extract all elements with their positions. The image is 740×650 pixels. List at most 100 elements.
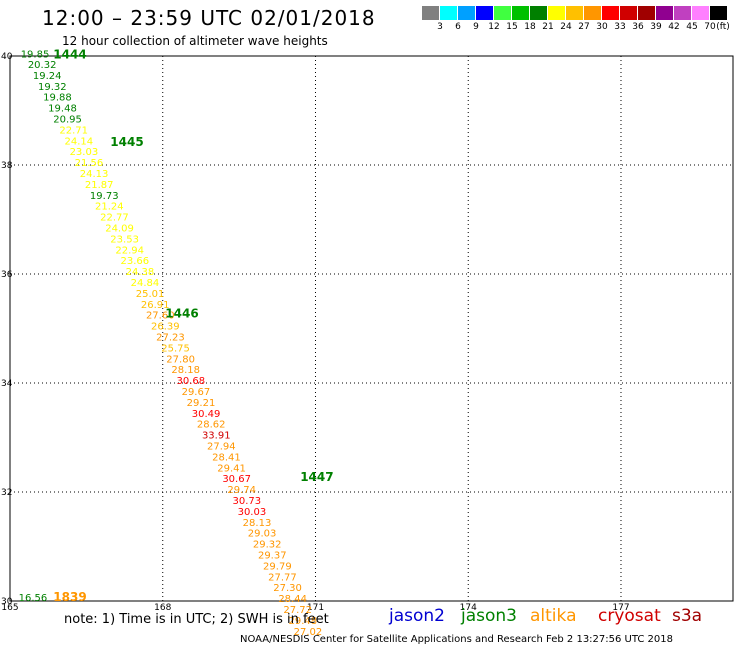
swh-point-label: 28.41	[212, 452, 241, 463]
swh-point-label: 30.73	[233, 496, 262, 507]
swh-point-label: 27.94	[207, 441, 236, 452]
swh-point-label: 29.03	[248, 529, 277, 540]
swh-point-label: 22.71	[59, 125, 88, 136]
lat-tick-label: 40	[1, 52, 13, 62]
legend-swatch	[512, 6, 529, 20]
units-note: note: 1) Time is in UTC; 2) SWH is in fe…	[64, 612, 329, 627]
swh-point-label: 24.38	[126, 267, 155, 278]
swh-point-label: 21.87	[85, 180, 114, 191]
swh-point-label: 21.56	[75, 158, 104, 169]
swh-point-label: 19.85	[21, 50, 50, 61]
swh-point-label: 29.48	[289, 616, 318, 627]
legend-swatch	[692, 6, 709, 20]
legend-swatch	[602, 6, 619, 20]
swh-point-label: 25.75	[161, 343, 190, 354]
swh-point-label: 25.01	[136, 289, 165, 300]
swh-point-label: 27.77	[268, 572, 297, 583]
swh-point-label: 27.23	[156, 332, 185, 343]
swh-point-label: 30.67	[222, 474, 251, 485]
satellite-name: cryosat	[598, 606, 661, 626]
swh-point-label: 23.03	[70, 147, 99, 158]
swh-point-label: 27.72	[283, 605, 312, 616]
swh-point-label: 29.41	[217, 463, 246, 474]
legend-label: 18	[524, 22, 536, 32]
swh-point-label: 16.56	[19, 593, 48, 604]
legend-swatch	[638, 6, 655, 20]
legend-label: 24	[560, 22, 572, 32]
swh-point-label: 26.91	[141, 300, 170, 311]
swh-point-label: 20.95	[53, 114, 82, 125]
legend-swatch	[458, 6, 475, 20]
legend-swatch	[656, 6, 673, 20]
time-label: 1444	[53, 48, 86, 62]
legend-label: 12	[488, 22, 500, 32]
lon-tick-label: 177	[612, 603, 629, 613]
legend-label: 27	[578, 22, 590, 32]
swh-point-label: 29.67	[182, 387, 211, 398]
swh-point-label: 28.13	[243, 518, 272, 529]
swh-point-label: 33.91	[202, 431, 231, 442]
legend-swatch	[422, 6, 439, 20]
swh-point-label: 27.02	[294, 627, 323, 638]
swh-point-label: 19.24	[33, 71, 62, 82]
legend-label: 33	[614, 22, 626, 32]
swh-point-label: 30.03	[238, 507, 267, 518]
legend-swatch	[548, 6, 565, 20]
legend-label: 9	[473, 22, 479, 32]
map-title: 12:00 – 23:59 UTC 02/01/2018	[42, 6, 376, 30]
swh-point-label: 28.18	[171, 365, 200, 376]
lat-tick-label: 30	[1, 597, 13, 607]
swh-point-label: 30.68	[176, 376, 205, 387]
swh-point-label: 19.73	[90, 191, 119, 202]
legend-swatch	[530, 6, 547, 20]
lon-tick-label: 165	[1, 603, 18, 613]
swh-point-label: 19.88	[43, 93, 72, 104]
swh-point-label: 29.21	[187, 398, 216, 409]
swh-point-label: 23.53	[110, 234, 139, 245]
time-label: 1445	[110, 135, 143, 149]
swh-point-label: 28.62	[197, 420, 226, 431]
swh-point-label: 19.32	[38, 82, 67, 93]
lat-tick-label: 38	[1, 161, 13, 171]
swh-point-label: 24.14	[64, 136, 93, 147]
legend-swatch	[440, 6, 457, 20]
swh-point-label: 29.37	[258, 550, 287, 561]
lat-tick-label: 34	[1, 379, 13, 389]
swh-point-label: 22.77	[100, 213, 129, 224]
swh-point-label: 28.44	[278, 594, 307, 605]
legend-label: 21	[542, 22, 554, 32]
lon-tick-label: 174	[460, 603, 477, 613]
legend-swatch	[476, 6, 493, 20]
lon-tick-label: 168	[154, 603, 171, 613]
time-label: 1839	[53, 590, 86, 604]
swh-point-label: 24.13	[80, 169, 109, 180]
swh-point-label: 20.32	[28, 60, 57, 71]
lat-tick-label: 32	[1, 488, 12, 498]
legend-swatch	[674, 6, 691, 20]
legend-label: 42	[668, 22, 680, 32]
legend-label: 36	[632, 22, 644, 32]
legend-swatch	[620, 6, 637, 20]
swh-point-label: 26.39	[151, 322, 180, 333]
legend-label: 3	[437, 22, 443, 32]
swh-point-label: 29.79	[263, 561, 292, 572]
legend-label: 70	[704, 22, 716, 32]
satellite-name: jason2	[389, 606, 445, 626]
swh-point-label: 27.80	[166, 354, 195, 365]
satellite-name: jason3	[461, 606, 517, 626]
legend-label: 39	[650, 22, 662, 32]
time-label: 1447	[300, 470, 333, 484]
swh-point-label: 27.60	[146, 311, 175, 322]
swh-point-label: 19.48	[48, 104, 77, 115]
swh-point-label: 29.74	[227, 485, 256, 496]
lon-tick-label: 171	[307, 603, 324, 613]
legend-swatch	[494, 6, 511, 20]
legend-label: 30	[596, 22, 608, 32]
legend-label: 6	[455, 22, 461, 32]
legend-swatch	[584, 6, 601, 20]
satellite-name: s3a	[672, 606, 703, 626]
swh-point-label: 21.24	[95, 202, 124, 213]
legend-swatch	[710, 6, 727, 20]
